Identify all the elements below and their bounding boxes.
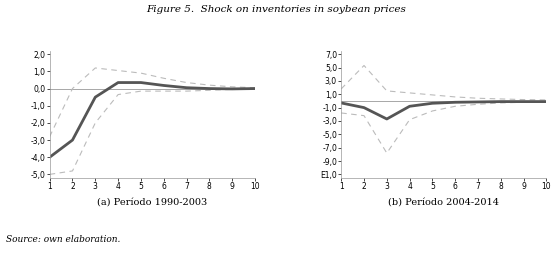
Text: Figure 5.  Shock on inventories in soybean prices: Figure 5. Shock on inventories in soybea… [146, 5, 406, 14]
X-axis label: (b) Período 2004-2014: (b) Período 2004-2014 [389, 198, 500, 207]
Text: Source: own elaboration.: Source: own elaboration. [6, 235, 120, 244]
X-axis label: (a) Período 1990-2003: (a) Período 1990-2003 [97, 198, 208, 207]
